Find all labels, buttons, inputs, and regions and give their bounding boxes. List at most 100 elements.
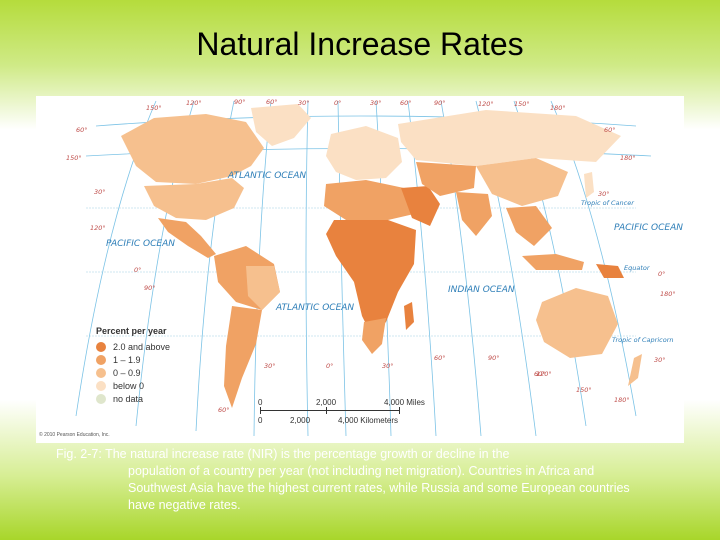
degree-label: 120° xyxy=(536,370,552,378)
degree-label: 0° xyxy=(334,99,341,107)
legend-label: below 0 xyxy=(113,380,145,391)
degree-label: 150° xyxy=(514,100,530,108)
usa-region xyxy=(144,178,244,220)
degree-label: 30° xyxy=(298,99,310,107)
degree-label: 180° xyxy=(614,396,630,404)
legend-item: below 0 xyxy=(96,379,246,392)
map-legend: Percent per year 2.0 and above 1 – 1.9 0… xyxy=(96,326,246,405)
legend-item: no data xyxy=(96,392,246,405)
legend-item: 2.0 and above xyxy=(96,340,246,353)
ocean-label-indian: INDIAN OCEAN xyxy=(448,285,515,295)
legend-swatch xyxy=(96,341,106,352)
japan xyxy=(584,172,594,198)
degree-label: 150° xyxy=(576,386,592,394)
degree-label: 180° xyxy=(550,104,566,112)
degree-label: 30° xyxy=(598,190,610,198)
degree-label: 180° xyxy=(660,290,676,298)
degree-label: 0° xyxy=(326,362,333,370)
madagascar xyxy=(404,302,414,330)
degree-labels: 150° 120° 90° 60° 30° 0° 30° 60° 90° 120° 150° 180°… xyxy=(66,98,676,414)
europe-region xyxy=(326,126,402,180)
degree-label: 150° xyxy=(146,104,162,112)
scale-km-2000: 2,000 xyxy=(290,416,311,425)
ocean-label-atlantic-south: ATLANTIC OCEAN xyxy=(275,303,354,313)
degree-label: 30° xyxy=(94,188,106,196)
scale-tick xyxy=(399,407,400,414)
degree-label: 60° xyxy=(218,406,230,414)
tropic-of-capricorn-label: Tropic of Capricorn xyxy=(612,336,674,344)
scale-tick xyxy=(260,407,261,414)
legend-label: 0 – 0.9 xyxy=(113,367,141,378)
degree-label: 60° xyxy=(76,126,88,134)
degree-label: 60° xyxy=(534,370,546,378)
scale-miles-2000: 2,000 xyxy=(316,398,337,407)
legend-swatch xyxy=(96,380,106,391)
copyright-notice: © 2010 Pearson Education, Inc. xyxy=(39,432,110,438)
legend-label: 2.0 and above xyxy=(113,341,171,352)
degree-label: 150° xyxy=(66,154,82,162)
russia-region xyxy=(398,110,621,166)
southwest-asia xyxy=(401,186,440,226)
degree-label: 90° xyxy=(144,284,156,292)
degree-label: 90° xyxy=(488,354,500,362)
degree-label: 90° xyxy=(234,98,246,106)
degree-label: 30° xyxy=(654,356,666,364)
southeast-asia xyxy=(506,206,552,246)
legend-swatch xyxy=(96,367,106,378)
legend-title: Percent per year xyxy=(96,326,167,336)
degree-label: 180° xyxy=(620,154,636,162)
scale-km-4000: 4,000 Kilometers xyxy=(338,416,399,425)
china-region xyxy=(476,158,568,206)
north-africa xyxy=(324,180,414,220)
south-america-brazil-band xyxy=(246,266,280,310)
degree-label: 120° xyxy=(478,100,494,108)
legend-label: no data xyxy=(113,393,144,404)
southern-africa xyxy=(362,318,386,354)
australia xyxy=(536,288,618,358)
equator-label: Equator xyxy=(624,264,651,272)
scale-miles-4000: 4,000 Miles xyxy=(384,398,425,407)
scale-km-0: 0 xyxy=(258,416,263,425)
south-asia xyxy=(456,192,492,236)
figure-caption: Fig. 2-7: The natural increase rate (NIR… xyxy=(56,446,656,514)
degree-label: 60° xyxy=(400,99,412,107)
degree-label: 30° xyxy=(370,99,382,107)
degree-label: 60° xyxy=(434,354,446,362)
degree-label: 30° xyxy=(264,362,276,370)
indonesia-region xyxy=(522,254,584,270)
degree-label: 0° xyxy=(658,270,665,278)
world-map-panel: ATLANTIC OCEAN ATLANTIC OCEAN PACIFIC OC… xyxy=(36,96,684,443)
degree-label: 120° xyxy=(90,224,106,232)
degree-label: 120° xyxy=(186,99,202,107)
degree-label: 60° xyxy=(604,126,616,134)
tropic-of-cancer-label: Tropic of Cancer xyxy=(581,199,635,207)
map-scale: 0 2,000 4,000 Miles 0 2,000 4,000 Kilome… xyxy=(258,398,458,432)
legend-item: 1 – 1.9 xyxy=(96,353,246,366)
ocean-label-atlantic-north: ATLANTIC OCEAN xyxy=(227,171,306,181)
canada-region xyxy=(121,114,264,184)
ocean-label-pacific-east: PACIFIC OCEAN xyxy=(614,223,683,233)
legend-label: 1 – 1.9 xyxy=(113,354,141,365)
legend-item: 0 – 0.9 xyxy=(96,366,246,379)
caption-rest: population of a country per year (not in… xyxy=(128,464,630,512)
scale-bar xyxy=(260,410,400,411)
greenland xyxy=(251,104,311,146)
degree-label: 90° xyxy=(434,99,446,107)
scale-miles-0: 0 xyxy=(258,398,263,407)
degree-label: 0° xyxy=(134,266,141,274)
degree-label: 60° xyxy=(266,98,278,106)
scale-tick xyxy=(326,407,327,414)
caption-lead: Fig. 2-7: The natural increase rate (NIR… xyxy=(56,447,510,461)
slide-title: Natural Increase Rates xyxy=(196,26,524,62)
south-america-south xyxy=(224,306,262,408)
legend-swatch xyxy=(96,354,106,365)
ocean-label-pacific-west: PACIFIC OCEAN xyxy=(106,239,175,249)
legend-swatch xyxy=(96,393,106,404)
central-asia xyxy=(416,162,476,196)
world-map: ATLANTIC OCEAN ATLANTIC OCEAN PACIFIC OC… xyxy=(66,98,683,437)
papua-new-guinea xyxy=(596,264,624,278)
new-zealand xyxy=(628,354,642,386)
sub-saharan-africa xyxy=(326,220,416,336)
degree-label: 30° xyxy=(382,362,394,370)
mexico-central-america xyxy=(158,218,216,258)
